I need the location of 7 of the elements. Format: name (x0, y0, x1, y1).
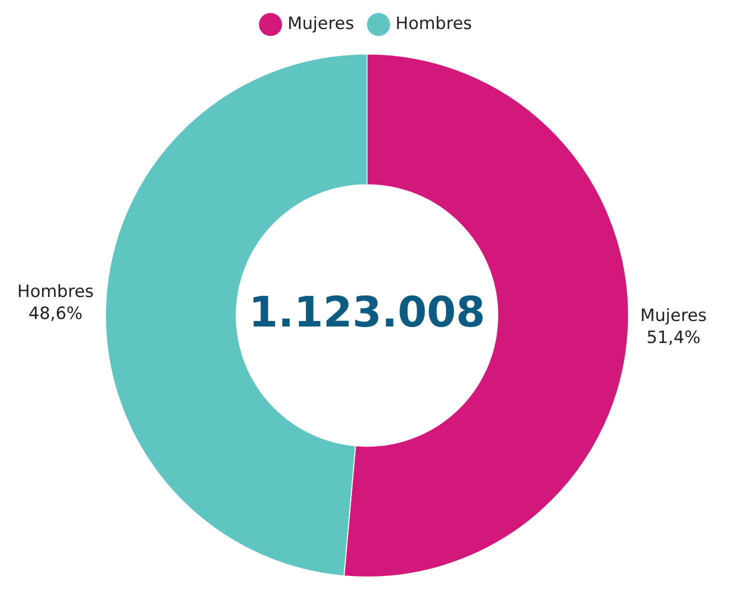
data-label: 51,4% (646, 328, 701, 348)
data-label: 48,6% (28, 304, 83, 324)
text: 1.123.008 (248, 287, 486, 336)
legend-label: Hombres (396, 14, 472, 34)
slice-label: Hombres (17, 282, 94, 302)
slice-label: Mujeres (640, 306, 707, 326)
legend-label: Mujeres (287, 14, 354, 34)
